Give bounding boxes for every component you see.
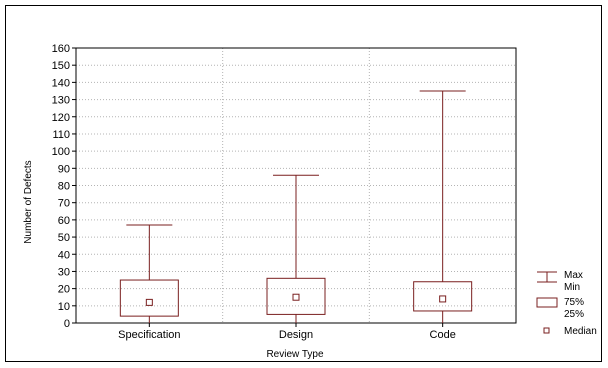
y-tick-label-160: 160	[52, 43, 70, 55]
y-tick-label-110: 110	[52, 129, 70, 141]
y-tick-label-40: 40	[58, 249, 70, 261]
iqr-box-code	[413, 281, 473, 312]
x-axis-label: Review Type	[266, 349, 324, 360]
y-tick-label-120: 120	[52, 112, 70, 124]
legend-25-label: 25%	[564, 309, 584, 320]
median-marker-specification	[145, 298, 153, 306]
median-marker-design	[292, 293, 300, 301]
box-design	[266, 174, 326, 323]
legend: Max Min 75% 25% Median	[536, 270, 597, 337]
box-code	[413, 90, 473, 323]
y-tick-label-50: 50	[58, 232, 70, 244]
axis-layer	[72, 47, 517, 327]
legend-box-swatch	[536, 297, 558, 308]
iqr-box-specification	[119, 279, 179, 317]
y-axis-label: Number of Defects	[23, 160, 34, 243]
legend-75-label: 75%	[564, 297, 584, 308]
y-tick-label-130: 130	[52, 95, 70, 107]
x-tick-label-specification: Specification	[118, 329, 180, 341]
box-layer	[119, 90, 473, 323]
y-tick-label-80: 80	[58, 181, 70, 193]
legend-max-label: Max	[564, 270, 583, 281]
legend-median-marker	[543, 327, 550, 334]
legend-min-label: Min	[564, 282, 580, 293]
chart-frame: 0 10 20 30 40 50 60 70 80 90 100 110 120 130 140 150 160…	[5, 5, 602, 362]
y-tick-label-30: 30	[58, 266, 70, 278]
y-tick-label-140: 140	[52, 77, 70, 89]
box-plot-chart: 0 10 20 30 40 50 60 70 80 90 100 110 120 130 140 150 160…	[23, 43, 597, 360]
y-tick-label-90: 90	[58, 163, 70, 175]
y-tick-label-20: 20	[58, 284, 70, 296]
median-marker-code	[439, 295, 447, 303]
y-tick-label-60: 60	[58, 215, 70, 227]
y-tick-label-100: 100	[52, 146, 70, 158]
y-tick-label-10: 10	[58, 301, 70, 313]
y-tick-label-150: 150	[52, 60, 70, 72]
y-tick-label-0: 0	[64, 318, 70, 330]
legend-median-label: Median	[564, 326, 597, 337]
y-tick-label-70: 70	[58, 198, 70, 210]
x-tick-label-code: Code	[430, 329, 456, 341]
box-specification	[119, 224, 179, 323]
label-layer: 0 10 20 30 40 50 60 70 80 90 100 110 120 130 140 150 160…	[52, 43, 456, 341]
iqr-box-design	[266, 277, 326, 315]
x-tick-label-design: Design	[279, 329, 313, 341]
